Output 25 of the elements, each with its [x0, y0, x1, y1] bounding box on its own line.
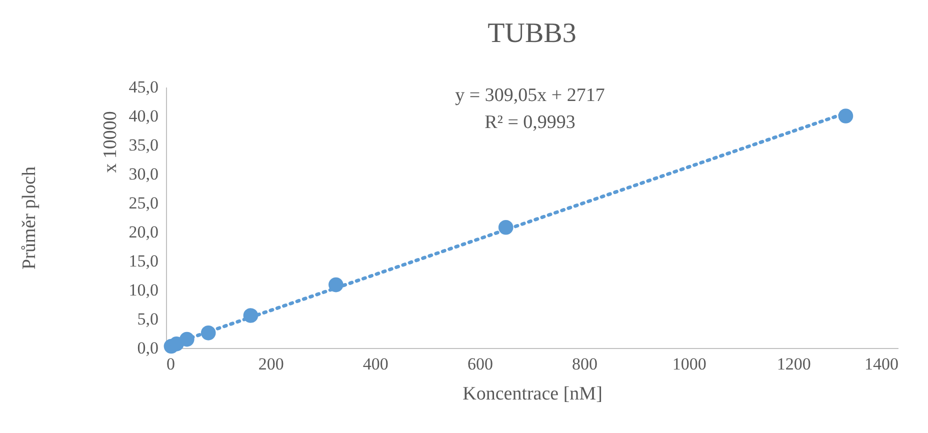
annotation: R² = 0,9993: [484, 112, 576, 133]
x-tick-label: 600: [467, 354, 493, 374]
x-tick-label: 1400: [864, 354, 898, 374]
y-tick-label: 40,0: [128, 106, 158, 126]
annotation: y = 309,05x + 2717: [455, 85, 605, 106]
y-tick-label: 15,0: [128, 252, 158, 270]
chart-title: TUBB3: [488, 18, 576, 49]
x-tick-label: 200: [258, 354, 284, 374]
point: [838, 108, 854, 124]
x-axis-title: Koncentrace [nM]: [462, 384, 602, 404]
y-tick-label: 20,0: [128, 222, 158, 242]
y-tick-label: 30,0: [128, 164, 158, 184]
y-tick-label: 10,0: [128, 280, 158, 300]
y-tick-label: 5,0: [137, 310, 158, 328]
x-tick-label: 1200: [776, 354, 811, 374]
x-tick-label: 400: [362, 354, 388, 374]
x-tick-label: 800: [572, 354, 598, 374]
x-tick-label: 1000: [672, 354, 706, 374]
x-tick-label: 0: [166, 354, 175, 374]
y-axis-title: Průměr ploch: [18, 166, 40, 270]
y-tick-label: 35,0: [128, 136, 158, 154]
y-tick-label: 0,0: [137, 338, 158, 358]
y-tick-label: 25,0: [128, 194, 158, 212]
y-tick-label: 45,0: [128, 78, 158, 96]
text: x 10000: [100, 111, 121, 173]
